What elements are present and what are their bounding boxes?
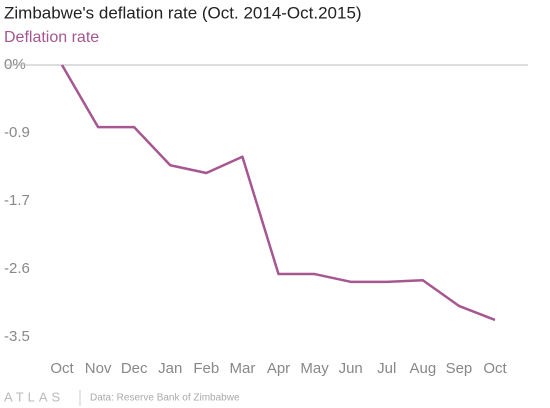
- chart-title: Zimbabwe's deflation rate (Oct. 2014-Oct…: [4, 3, 362, 22]
- x-tick-label: Aug: [409, 360, 436, 377]
- x-tick-label: Dec: [121, 360, 148, 377]
- x-tick-label: Sep: [446, 360, 473, 377]
- x-tick-label: Oct: [50, 360, 74, 377]
- y-tick-label: -2.6: [4, 260, 30, 277]
- y-tick-label: 0%: [4, 56, 26, 73]
- x-tick-label: Jun: [339, 360, 363, 377]
- x-tick-label: Oct: [483, 360, 507, 377]
- x-tick-label: Jul: [377, 360, 396, 377]
- x-tick-label: Apr: [267, 360, 290, 377]
- logo: ATLAS: [4, 389, 64, 404]
- x-tick-label: Nov: [85, 360, 112, 377]
- y-tick-label: -0.9: [4, 124, 30, 141]
- x-tick-label: Jan: [158, 360, 182, 377]
- line: [60, 64, 496, 322]
- x-tick-label: Mar: [229, 360, 255, 377]
- x-tick-label: May: [300, 360, 329, 377]
- y-tick-label: -1.7: [4, 192, 30, 209]
- y-tick-label: -3.5: [4, 328, 30, 345]
- source: Data: Reserve Bank of Zimbabwe: [90, 393, 240, 404]
- x-tick-label: Feb: [193, 360, 219, 377]
- legend-label: Deflation rate: [4, 29, 99, 46]
